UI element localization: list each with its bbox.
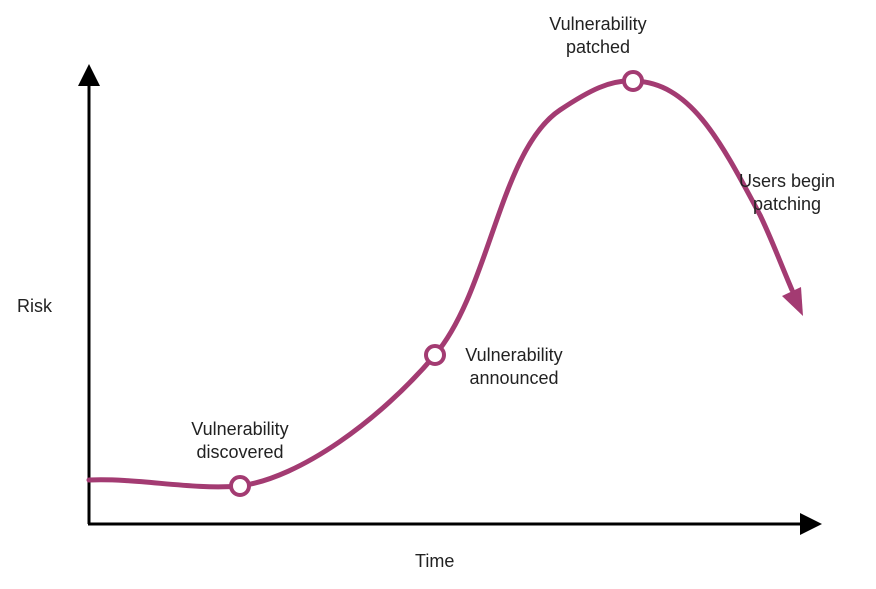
event-marker-patched [622,70,644,92]
users-patching-line1: Users begin [738,171,836,191]
y-axis-label: Risk [17,296,52,316]
event-label-announced-line1: Vulnerability [465,345,563,365]
x-axis-arrowhead-icon [800,513,822,535]
users-patching-line2: patching [752,194,822,214]
x-axis-label: Time [415,551,455,571]
event-marker-announced [424,344,446,366]
event-label-discovered-line1: Vulnerability [191,419,289,439]
y-axis-arrowhead-icon [78,64,100,86]
users-patching-label: Users begin patching [712,170,862,216]
event-marker-discovered [229,475,251,497]
event-label-announced: Vulnerability announced [424,344,604,390]
event-label-patched-line1: Vulnerability [549,14,647,34]
event-label-discovered: Vulnerability discovered [150,418,330,464]
event-label-patched: Vulnerability patched [508,13,688,59]
event-label-patched-line2: patched [565,37,631,57]
event-label-announced-line2: announced [469,368,559,388]
curve-end-arrowhead-icon [782,287,803,316]
event-label-discovered-line2: discovered [196,442,284,462]
